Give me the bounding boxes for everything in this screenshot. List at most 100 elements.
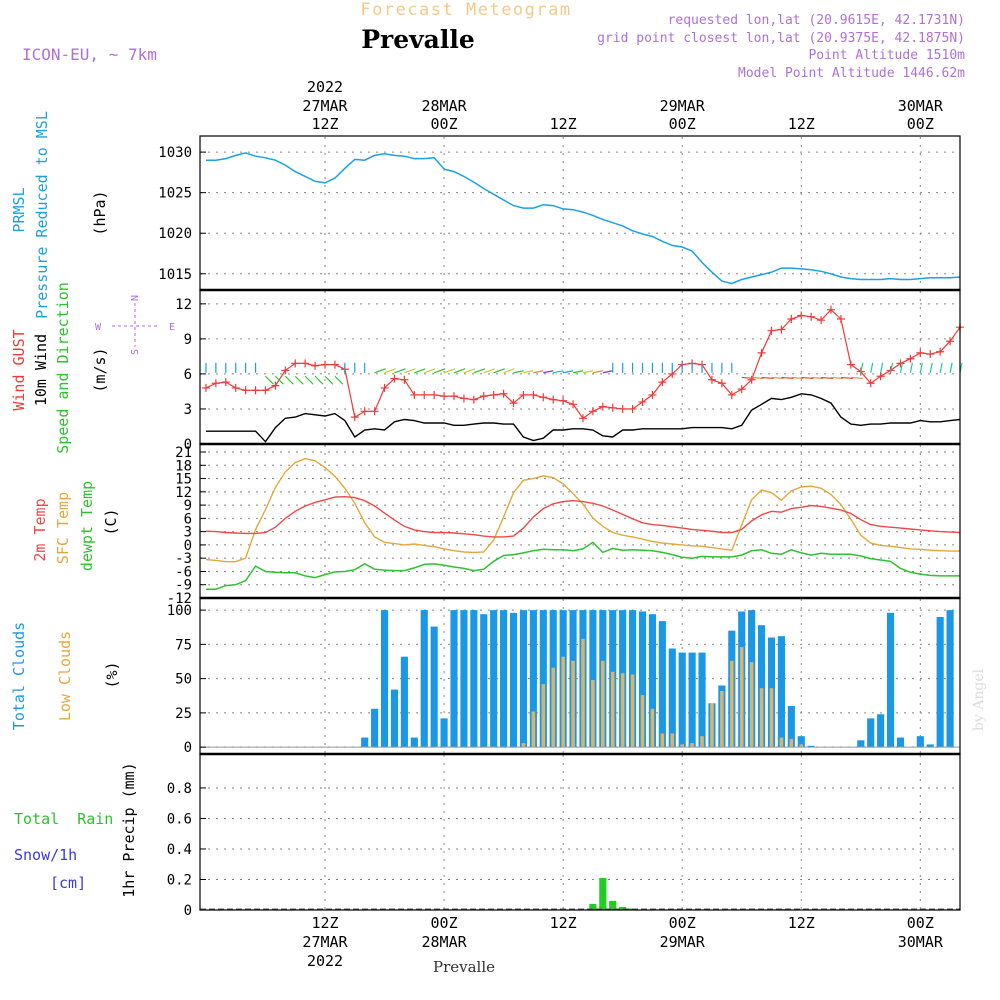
- precip-panel-frame: [199, 753, 961, 911]
- sfc-temp-line: [205, 457, 960, 563]
- wind-direction-arrow: [761, 376, 774, 380]
- low-cloud-bar: [581, 638, 585, 748]
- y-tick-label: 21: [175, 445, 192, 461]
- total-cloud-bar: [877, 714, 885, 748]
- wind-direction-arrow: [821, 376, 834, 380]
- header-gridpoint: grid point closest lon,lat (20.9375E, 42…: [597, 31, 965, 46]
- time-label-bottom: 30MAR: [898, 933, 944, 951]
- gust-marker: [400, 375, 409, 384]
- low-cloud-bar: [591, 680, 595, 748]
- wind-direction-arrow: [899, 362, 904, 373]
- time-label-bottom: 28MAR: [421, 933, 467, 951]
- low-cloud-bar: [571, 660, 575, 748]
- gust-marker: [519, 390, 528, 399]
- total-cloud-bar: [460, 610, 468, 748]
- time-label-top: 00Z: [907, 115, 934, 133]
- total-cloud-bar: [787, 706, 795, 748]
- y-tick-label: 0: [184, 538, 192, 554]
- wind-direction-arrow: [384, 368, 396, 374]
- low-cloud-bar: [660, 733, 665, 748]
- total-cloud-bar: [519, 610, 528, 748]
- wind-direction-arrow: [801, 376, 814, 380]
- y-tick-label: 0.2: [167, 872, 192, 888]
- wind-direction-arrow: [811, 376, 824, 380]
- total-cloud-bar: [926, 744, 934, 748]
- gust-marker: [608, 403, 617, 412]
- gust-marker: [846, 360, 855, 369]
- wind-direction-arrow: [503, 368, 515, 374]
- wind-direction-arrow: [265, 375, 274, 385]
- y-tick-label: 1015: [158, 267, 192, 283]
- wind-gust-label: Wind GUST: [10, 329, 28, 410]
- watermark: by Angel: [971, 668, 987, 731]
- y-tick-label: -12: [167, 591, 192, 607]
- total-cloud-bar: [450, 610, 458, 748]
- gust-marker: [350, 413, 359, 422]
- clouds-low-label: Low Clouds: [56, 631, 74, 721]
- total-cloud-bar: [936, 616, 944, 748]
- wind-direction-arrow: [304, 375, 314, 385]
- gust-marker: [201, 383, 210, 392]
- wind-direction-arrow: [543, 370, 554, 374]
- compass-e: E: [169, 322, 175, 333]
- time-label-top: 29MAR: [660, 97, 706, 115]
- total-cloud-bar: [698, 652, 706, 748]
- low-cloud-bar: [521, 743, 526, 748]
- wind-direction-arrow: [374, 368, 386, 374]
- low-cloud-bar: [700, 736, 704, 748]
- time-label-top: 00Z: [431, 115, 458, 133]
- time-label-top: 12Z: [311, 115, 338, 133]
- axes-layer: 1015102010251030036912211815129630-3-6-9…: [158, 78, 961, 970]
- wind-direction-arrow: [949, 362, 953, 373]
- rain-bar: [599, 877, 607, 910]
- gust-marker: [807, 312, 816, 321]
- total-cloud-bar: [807, 745, 815, 748]
- wind-direction-arrow: [404, 368, 416, 374]
- y-tick-label: 100: [167, 603, 192, 619]
- grid-layer: [200, 137, 960, 909]
- gust-marker: [420, 390, 429, 399]
- y-tick-label: 0: [184, 903, 192, 919]
- gust-marker: [926, 350, 935, 359]
- gust-marker: [916, 348, 925, 357]
- gust-marker: [390, 374, 399, 383]
- time-label-top: 00Z: [669, 115, 696, 133]
- time-label-top: 2022: [307, 78, 343, 96]
- wind-direction-arrow: [870, 362, 874, 373]
- total-cloud-bar: [777, 636, 785, 748]
- temp-unit: (C): [102, 508, 120, 535]
- gust-marker: [251, 386, 260, 395]
- gust-marker: [301, 359, 310, 368]
- low-cloud-bar: [710, 703, 714, 748]
- temp-dewpt-label: dewpt Temp: [78, 481, 96, 571]
- pressure-label-2: Pressure Reduced to MSL: [33, 111, 51, 319]
- t2m-line: [205, 495, 961, 538]
- y-tick-label: 9: [184, 332, 192, 348]
- y-tick-label: 12: [175, 485, 192, 501]
- total-cloud-bar: [430, 626, 438, 748]
- y-tick-label: 6: [184, 367, 192, 383]
- total-cloud-bar: [916, 736, 924, 748]
- total-cloud-bar: [371, 708, 379, 748]
- low-cloud-bar: [640, 695, 645, 748]
- y-tick-label: 50: [175, 672, 192, 688]
- gust-marker: [866, 379, 875, 388]
- total-cloud-bar: [797, 736, 805, 748]
- time-label-bottom: 00Z: [431, 914, 458, 932]
- wind-direction-arrow: [929, 362, 933, 373]
- y-tick-label: -9: [175, 578, 192, 594]
- low-cloud-bar: [551, 667, 555, 748]
- gust-marker: [549, 395, 558, 404]
- footer-location: Prevalle: [433, 958, 495, 976]
- y-tick-label: 25: [175, 706, 192, 722]
- prmsl-line: [206, 152, 961, 285]
- total-cloud-bar: [380, 610, 389, 748]
- total-cloud-bar: [688, 652, 696, 748]
- y-tick-label: 3: [184, 525, 192, 541]
- y-tick-label: 0: [184, 740, 192, 756]
- gust-marker: [360, 407, 369, 416]
- low-cloud-bar: [630, 674, 635, 748]
- gust-marker: [569, 400, 578, 409]
- y-tick-label: 0: [184, 437, 192, 453]
